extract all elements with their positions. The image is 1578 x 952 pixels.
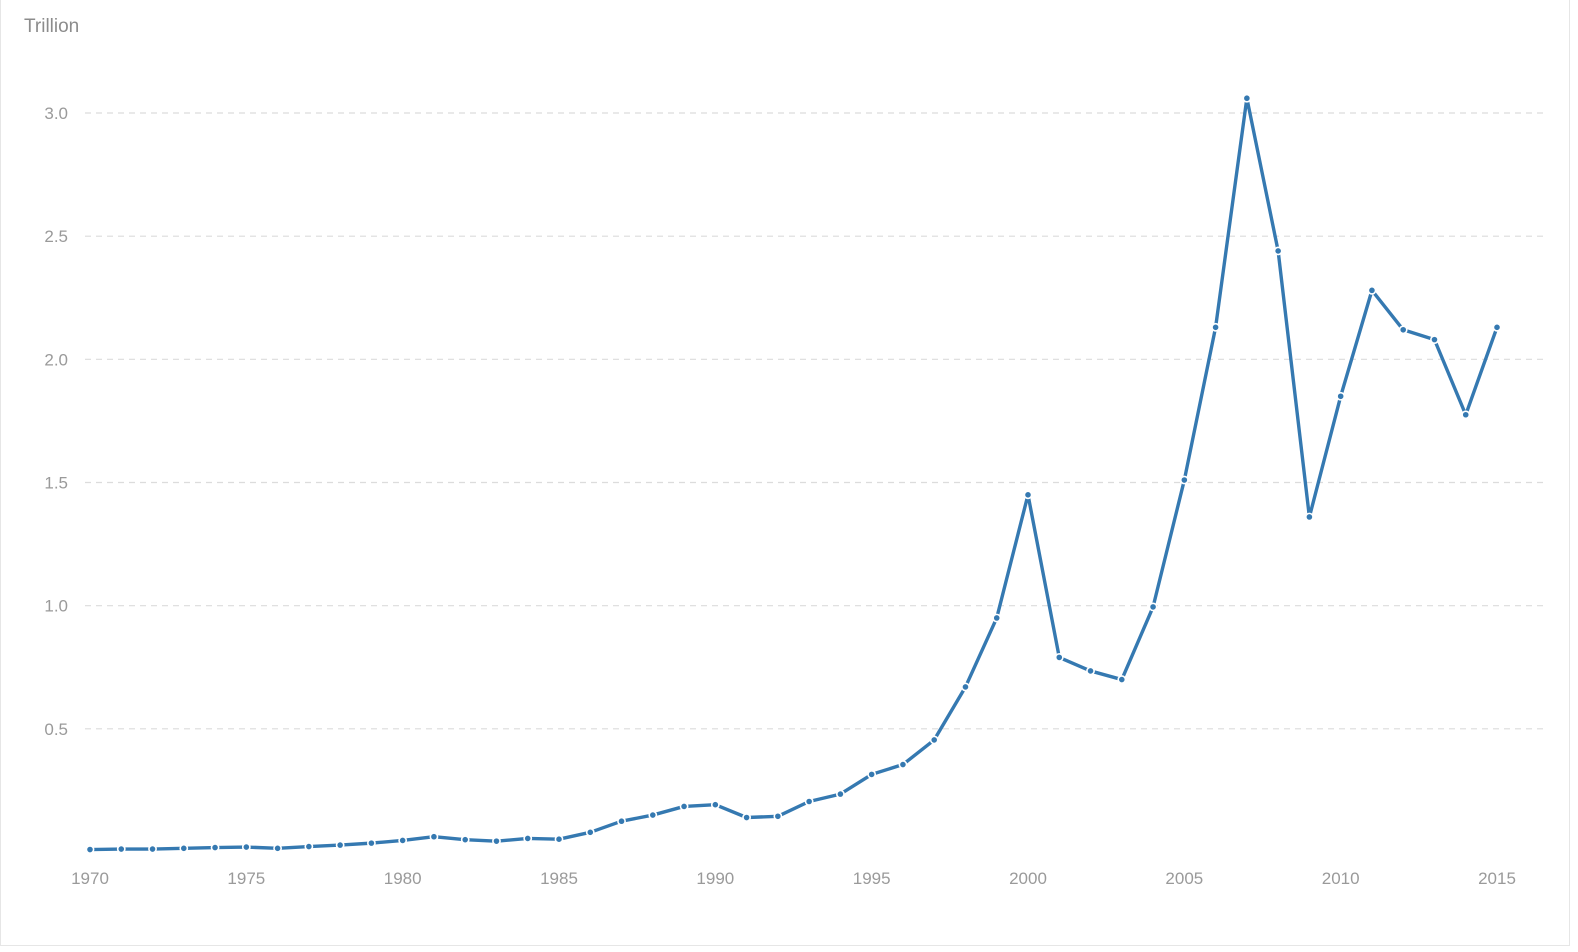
- y-tick-label: 2.0: [44, 350, 68, 369]
- y-unit-label: Trillion: [24, 16, 80, 37]
- data-point[interactable]: [1086, 666, 1095, 676]
- x-tick-label: 1990: [696, 869, 734, 888]
- data-point[interactable]: [898, 760, 908, 769]
- data-point[interactable]: [1023, 490, 1033, 500]
- x-tick-label: 2005: [1165, 869, 1203, 888]
- data-point[interactable]: [585, 827, 595, 837]
- y-tick-label: 2.5: [44, 227, 68, 246]
- x-tick-label: 1985: [540, 869, 578, 888]
- data-point[interactable]: [1430, 335, 1439, 345]
- data-point[interactable]: [554, 834, 564, 844]
- data-point[interactable]: [241, 842, 251, 852]
- data-point[interactable]: [1492, 322, 1502, 332]
- data-point[interactable]: [1117, 675, 1127, 684]
- x-axis-ticks: 1970 1975 1980 1985 1990 1995 2000 2005 2010 2015: [71, 869, 1516, 888]
- data-point[interactable]: [1305, 512, 1314, 522]
- x-tick-label: 2015: [1478, 869, 1516, 888]
- data-point[interactable]: [148, 844, 157, 854]
- data-point[interactable]: [929, 735, 939, 745]
- x-tick-label: 1975: [227, 869, 265, 888]
- data-point[interactable]: [742, 813, 751, 822]
- data-point[interactable]: [867, 770, 877, 779]
- data-point[interactable]: [85, 845, 95, 854]
- data-point[interactable]: [335, 840, 345, 850]
- gridlines: [85, 112, 1546, 730]
- data-point[interactable]: [1273, 246, 1283, 256]
- data-point[interactable]: [1054, 652, 1064, 662]
- data-point[interactable]: [1179, 475, 1189, 485]
- y-axis-ticks: 0.5 1.0 1.5 2.0 2.5 3.0: [44, 104, 68, 739]
- data-point[interactable]: [648, 810, 658, 820]
- x-tick-label: 2010: [1322, 869, 1360, 888]
- data-point[interactable]: [679, 802, 689, 811]
- x-tick-label: 1980: [384, 869, 422, 888]
- data-point[interactable]: [1398, 325, 1408, 335]
- x-tick-label: 1995: [853, 869, 891, 888]
- data-point[interactable]: [429, 832, 439, 842]
- data-point[interactable]: [523, 834, 533, 843]
- y-tick-label: 1.5: [44, 474, 68, 493]
- data-point[interactable]: [304, 842, 314, 851]
- data-point[interactable]: [773, 811, 783, 821]
- data-point[interactable]: [210, 843, 220, 852]
- data-point[interactable]: [1336, 391, 1346, 401]
- data-point[interactable]: [366, 838, 376, 848]
- data-point[interactable]: [398, 836, 408, 845]
- data-point[interactable]: [961, 682, 970, 692]
- data-point[interactable]: [273, 843, 282, 853]
- x-tick-label: 1970: [71, 869, 109, 888]
- y-tick-label: 0.5: [44, 720, 68, 739]
- series-layer: [85, 93, 1502, 854]
- data-point[interactable]: [617, 816, 626, 826]
- data-point[interactable]: [460, 835, 470, 845]
- data-point[interactable]: [1367, 285, 1377, 295]
- data-point[interactable]: [116, 844, 126, 854]
- data-point[interactable]: [1242, 93, 1252, 103]
- data-point[interactable]: [836, 789, 845, 799]
- y-tick-label: 3.0: [44, 104, 68, 123]
- data-point[interactable]: [804, 797, 814, 806]
- data-point[interactable]: [492, 836, 501, 846]
- data-point[interactable]: [179, 843, 189, 853]
- series-line: [88, 96, 1499, 852]
- data-point[interactable]: [1211, 322, 1220, 332]
- x-tick-label: 2000: [1009, 869, 1047, 888]
- data-point[interactable]: [710, 800, 720, 810]
- data-point[interactable]: [1148, 602, 1158, 612]
- y-tick-label: 1.0: [44, 597, 68, 616]
- data-point[interactable]: [992, 613, 1002, 623]
- data-point[interactable]: [1461, 410, 1471, 420]
